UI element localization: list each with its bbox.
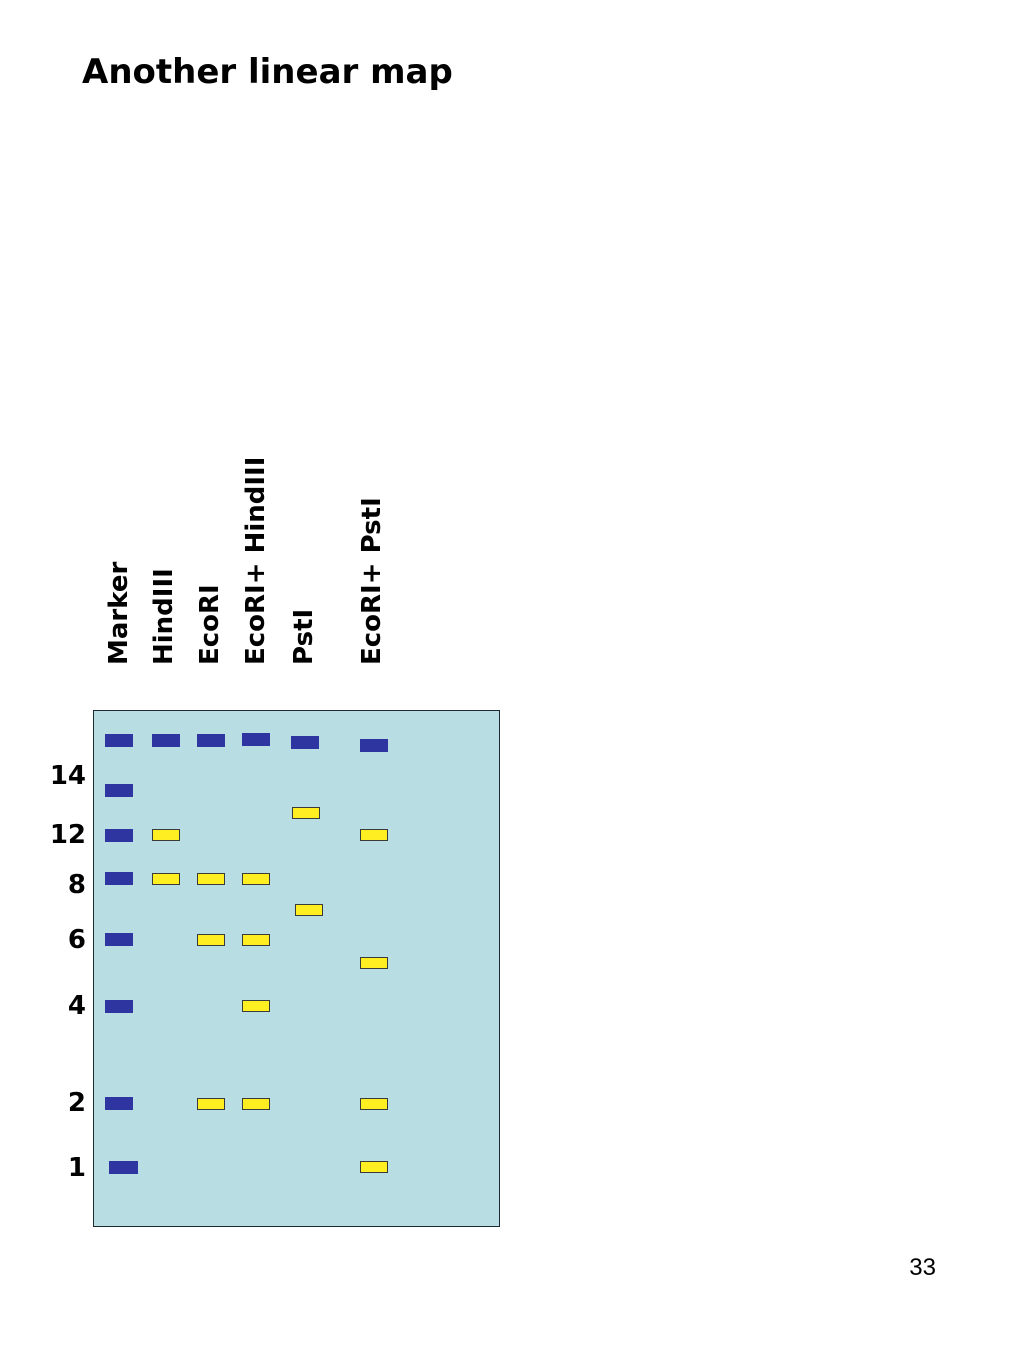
ecori-hindiii-well-band: [242, 733, 270, 746]
ecori-fragment-band: [197, 873, 225, 885]
size-label-12: 12: [49, 820, 86, 850]
marker-band-2: [105, 1097, 133, 1110]
ecori-hindiii-fragment-band: [242, 873, 270, 885]
size-label-6: 6: [67, 925, 86, 955]
ecori-fragment-band: [197, 934, 225, 946]
psti-fragment-band: [292, 807, 320, 819]
size-label-14: 14: [49, 761, 86, 791]
psti-well-band: [291, 736, 319, 749]
size-label-8: 8: [67, 870, 86, 900]
hindiii-well-band: [152, 734, 180, 747]
marker-band-6: [105, 933, 133, 946]
ecori-psti-fragment-band: [360, 829, 388, 841]
marker-band-14: [105, 784, 133, 797]
ecori-well-band: [197, 734, 225, 747]
marker-band-1: [109, 1161, 138, 1174]
page-number: 33: [909, 1254, 936, 1281]
slide-title: Another linear map: [82, 52, 453, 92]
marker-band-4: [105, 1000, 133, 1013]
ecori-psti-well-band: [360, 739, 388, 752]
marker-band-12: [105, 829, 133, 842]
size-label-2: 2: [67, 1088, 86, 1118]
ecori-hindiii-fragment-band: [242, 934, 270, 946]
ecori-fragment-band: [197, 1098, 225, 1110]
psti-fragment-band: [295, 904, 323, 916]
ecori-hindiii-fragment-band: [242, 1000, 270, 1012]
ecori-hindiii-fragment-band: [242, 1098, 270, 1110]
size-label-1: 1: [67, 1153, 86, 1183]
hindiii-fragment-band: [152, 873, 180, 885]
gel: [93, 710, 500, 1227]
ecori-psti-fragment-band: [360, 1098, 388, 1110]
ecori-psti-fragment-band: [360, 957, 388, 969]
ecori-psti-fragment-band: [360, 1161, 388, 1173]
marker-band-8: [105, 872, 133, 885]
size-label-4: 4: [67, 991, 86, 1021]
marker-band-well: [105, 734, 133, 747]
hindiii-fragment-band: [152, 829, 180, 841]
